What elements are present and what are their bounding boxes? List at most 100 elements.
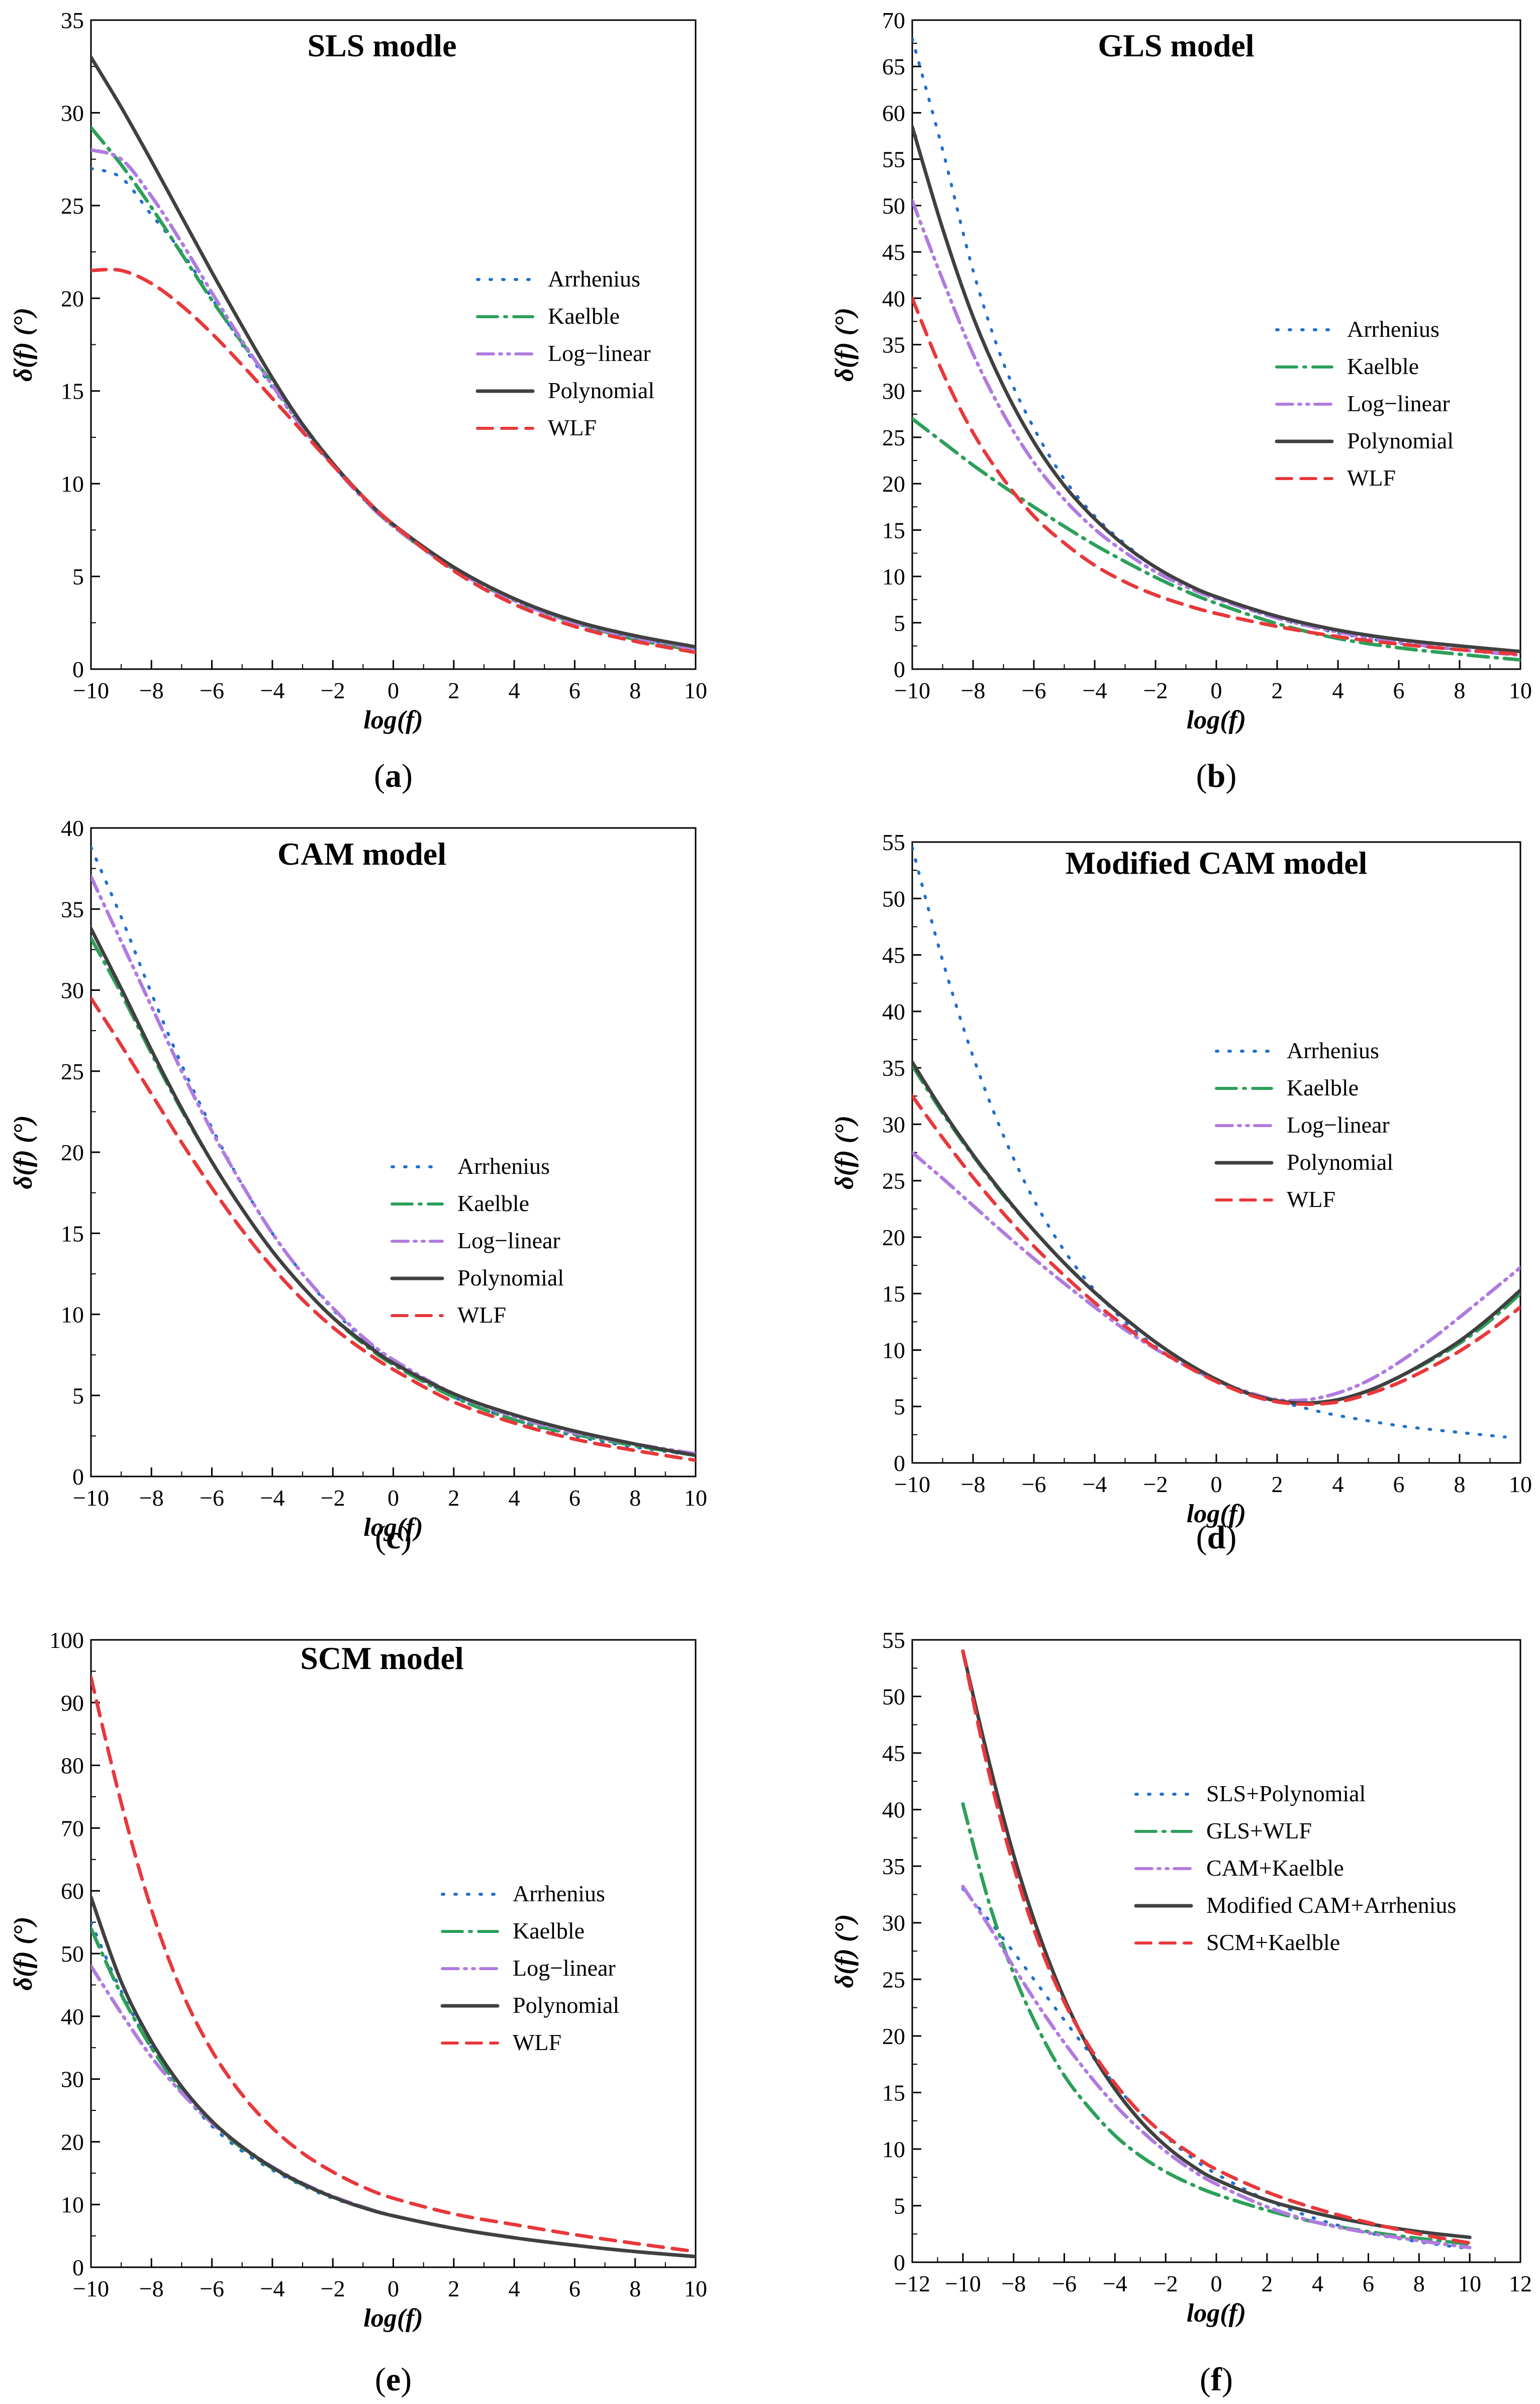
x-tick-label: −10 <box>73 678 109 703</box>
y-tick-label: 30 <box>882 1910 905 1936</box>
x-tick-label: 0 <box>388 1485 399 1511</box>
chart-panel-b: −10 −8 −6 −4 −2 0 2 4 6 8 10 0 5 10 15 20 25 30 35 40 45 50 55… <box>830 8 1532 794</box>
y-tick-label: 25 <box>882 425 905 450</box>
y-tick-label: 5 <box>894 2193 905 2218</box>
legend-label: Log−linear <box>457 1228 560 1253</box>
series-line-polynomial <box>91 927 696 1457</box>
x-tick-label: 8 <box>1454 1471 1466 1497</box>
x-tick-label: −4 <box>1083 678 1107 703</box>
y-tick-label: 45 <box>882 239 905 265</box>
x-axis-label: log(f) <box>363 706 423 734</box>
x-tick-label: 6 <box>569 1485 581 1511</box>
y-tick-label: 50 <box>882 886 905 911</box>
x-tick-label: −6 <box>1052 2271 1077 2296</box>
legend-label: WLF <box>457 1302 506 1328</box>
panel-label: (b) <box>1196 758 1237 794</box>
y-tick-label: 50 <box>882 193 905 219</box>
legend-label: Polynomial <box>548 378 654 403</box>
x-tick-label: −2 <box>321 2276 345 2301</box>
x-tick-label: 6 <box>1363 2271 1374 2296</box>
x-tick-label: 0 <box>388 2276 399 2301</box>
y-tick-label: 0 <box>894 1450 905 1476</box>
chart-panel-a: −10 −8 −6 −4 −2 0 2 4 6 8 10 0 5 10 15 20 25 30 35 log(f) δ(… <box>9 8 707 794</box>
y-axis-label: δ(f) (°) <box>830 308 859 382</box>
legend-label: Modified CAM+Arrhenius <box>1206 1892 1456 1918</box>
series-line-sls-polynomial <box>961 1887 1472 2250</box>
chart-title: SCM model <box>300 1640 463 1676</box>
y-axis-label: δ(f) (°) <box>9 1115 38 1189</box>
series-line-arrhenius <box>91 846 696 1457</box>
x-tick-label: 6 <box>569 678 581 703</box>
x-tick-label: −8 <box>961 678 986 703</box>
plot-frame <box>90 1639 697 2268</box>
x-tick-label: −6 <box>1022 1471 1046 1497</box>
y-tick-label: 10 <box>61 2192 84 2217</box>
y-tick-label: 30 <box>882 379 905 404</box>
series-line-log-linear <box>912 1151 1520 1403</box>
legend-label: GLS+WLF <box>1206 1818 1312 1843</box>
y-tick-label: 20 <box>882 471 905 497</box>
plot-frame <box>90 827 697 1477</box>
plot-frame <box>911 19 1521 670</box>
y-tick-label: 40 <box>882 999 905 1025</box>
panel-label: (c) <box>375 1519 412 1556</box>
x-tick-label: 6 <box>1393 1471 1405 1497</box>
y-tick-label: 70 <box>882 8 905 33</box>
series-line-arrhenius <box>91 167 696 651</box>
series-line-wlf <box>912 1094 1520 1406</box>
legend-label: Kaelble <box>513 1918 585 1944</box>
y-tick-label: 80 <box>61 1753 84 1779</box>
legend-label: Log−linear <box>1347 391 1450 416</box>
x-tick-label: 8 <box>629 1485 641 1511</box>
legend-label: Kaelble <box>548 303 620 329</box>
y-tick-label: 35 <box>882 1055 905 1081</box>
y-tick-label: 15 <box>882 517 905 543</box>
panel-label: (a) <box>374 758 413 794</box>
series-line-wlf <box>91 1676 696 2254</box>
x-axis-label: log(f) <box>1187 2299 1246 2328</box>
y-tick-label: 65 <box>882 54 905 79</box>
legend-label: Arrhenius <box>1347 316 1439 342</box>
y-tick-label: 50 <box>61 1941 84 1967</box>
y-tick-label: 20 <box>882 2023 905 2049</box>
y-tick-label: 10 <box>61 471 84 497</box>
x-tick-label: 10 <box>684 678 707 703</box>
series-line-wlf <box>91 996 696 1462</box>
y-axis-label: δ(f) (°) <box>830 1116 859 1189</box>
y-tick-label: 40 <box>882 286 905 311</box>
x-tick-label: 8 <box>1454 678 1466 703</box>
legend-label: Kaelble <box>457 1190 529 1216</box>
y-tick-label: 30 <box>61 2067 84 2092</box>
y-tick-label: 25 <box>882 1967 905 1992</box>
series-line-cam-kaelble <box>961 1885 1472 2250</box>
x-axis-label: log(f) <box>363 1513 423 1542</box>
legend-label: Kaelble <box>1347 353 1419 379</box>
y-tick-label: 30 <box>61 100 84 126</box>
x-tick-label: 10 <box>1509 1471 1532 1497</box>
x-tick-label: 0 <box>1211 678 1222 703</box>
y-tick-label: 35 <box>882 1854 905 1879</box>
series-line-log-linear <box>91 875 696 1456</box>
x-tick-label: 4 <box>509 678 520 703</box>
y-tick-label: 35 <box>61 896 84 922</box>
y-tick-label: 20 <box>61 286 84 311</box>
series-line-log-linear <box>912 199 1520 657</box>
legend-label: Arrhenius <box>457 1153 550 1179</box>
y-tick-label: 25 <box>882 1168 905 1194</box>
legend-label: Polynomial <box>457 1265 564 1290</box>
legend-label: Polynomial <box>1347 428 1454 453</box>
chart-panel-e: −10 −8 −6 −4 −2 0 2 4 6 8 100102030405060708090100… <box>9 1627 707 2398</box>
y-tick-label: 35 <box>61 8 84 33</box>
y-tick-label: 45 <box>882 1740 905 1766</box>
chart-title: CAM model <box>277 836 446 872</box>
legend-label: Kaelble <box>1287 1075 1359 1100</box>
y-tick-label: 70 <box>61 1815 84 1841</box>
x-tick-label: 4 <box>1332 1471 1344 1497</box>
y-tick-label: 10 <box>61 1302 84 1328</box>
x-tick-label: −2 <box>1153 2271 1178 2296</box>
panel-label: (e) <box>375 2361 412 2398</box>
x-tick-label: −2 <box>1143 1471 1168 1497</box>
legend-label: SCM+Kaelble <box>1206 1929 1340 1955</box>
x-tick-label: 2 <box>448 1485 459 1511</box>
y-tick-label: 0 <box>894 2250 905 2275</box>
